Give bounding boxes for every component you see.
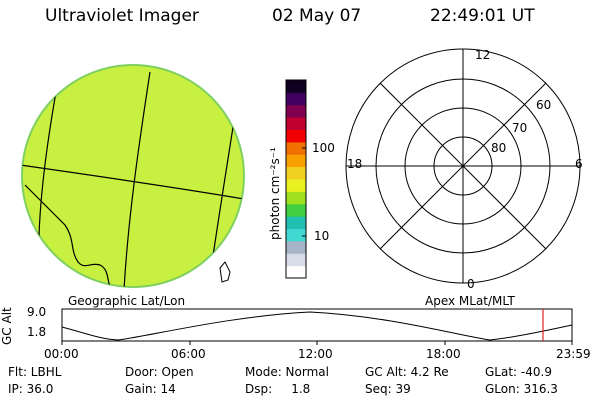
polar-label-70: 70 [512,121,528,135]
status-gcalt: GC Alt: 4.2 Re [365,365,449,379]
colorbar-segment [286,104,306,118]
colorbar-segment [286,265,306,279]
altitude-xtick: 06:00 [171,347,206,361]
island-outline [219,261,231,283]
status-mode: Mode: Normal [245,365,329,379]
globe-caption: Geographic Lat/Lon [68,294,186,308]
altitude-ymin: 1.8 [27,325,47,339]
polar-label-12: 12 [475,48,491,62]
polar-plot [345,48,581,284]
globe-disk [21,64,245,288]
colorbar-segment [286,179,306,192]
colorbar-segment [286,117,306,130]
date-label: 02 May 07 [272,6,362,26]
colorbar-segment [286,129,306,143]
status-door: Door: Open [125,365,194,379]
polar-caption: Apex MLat/MLT [425,294,515,308]
colorbar-segment [286,92,306,106]
altitude-xtick: 00:00 [44,347,79,361]
status-dsp: Dsp: 1.8 [245,382,311,396]
colorbar-segment [286,240,306,254]
polar-label-80: 80 [491,141,507,155]
meridian-line [123,71,151,287]
colorbar-tick-10: 10 [314,229,330,243]
altitude-ymax: 9.0 [27,305,47,319]
parallel-line [22,164,244,201]
altitude-ylabel: GC Alt [0,307,14,345]
colorbar-segment [286,253,306,267]
uv-globe-image [21,64,245,288]
colorbar [285,79,307,279]
colorbar-unit-label: photon cm⁻²s⁻¹ [268,147,282,240]
altitude-xtick: 12:00 [298,347,333,361]
colorbar-tick-100: 100 [312,141,335,155]
altitude-plot [61,308,573,345]
colorbar-segment [286,228,306,242]
altitude-xtick: 23:59 [556,347,591,361]
colorbar-segment [286,154,306,168]
colorbar-segment [286,141,306,155]
colorbar-segment [286,191,306,205]
colorbar-segment [286,80,306,93]
polar-diagonal [379,82,547,250]
altitude-curve [61,311,573,341]
colorbar-segment [286,216,306,229]
status-ip: IP: 36.0 [8,382,54,396]
polar-label-6: 6 [575,157,583,171]
polar-label-0: 0 [467,277,475,291]
altitude-xtick: 18:00 [426,347,461,361]
colorbar-ticks [302,147,306,237]
status-gain: Gain: 14 [125,382,176,396]
time-label: 22:49:01 UT [430,6,535,26]
instrument-title: Ultraviolet Imager [45,6,199,26]
status-glat: GLat: -40.9 [485,365,552,379]
polar-label-18: 18 [347,157,363,171]
colorbar-segment [286,166,306,180]
status-seq: Seq: 39 [365,382,411,396]
status-glon: GLon: 316.3 [485,382,558,396]
colorbar-frame [285,79,307,279]
status-flt: Flt: LBHL [8,365,62,379]
colorbar-segment [286,203,306,217]
polar-label-60: 60 [536,98,552,112]
coastline [24,184,113,287]
